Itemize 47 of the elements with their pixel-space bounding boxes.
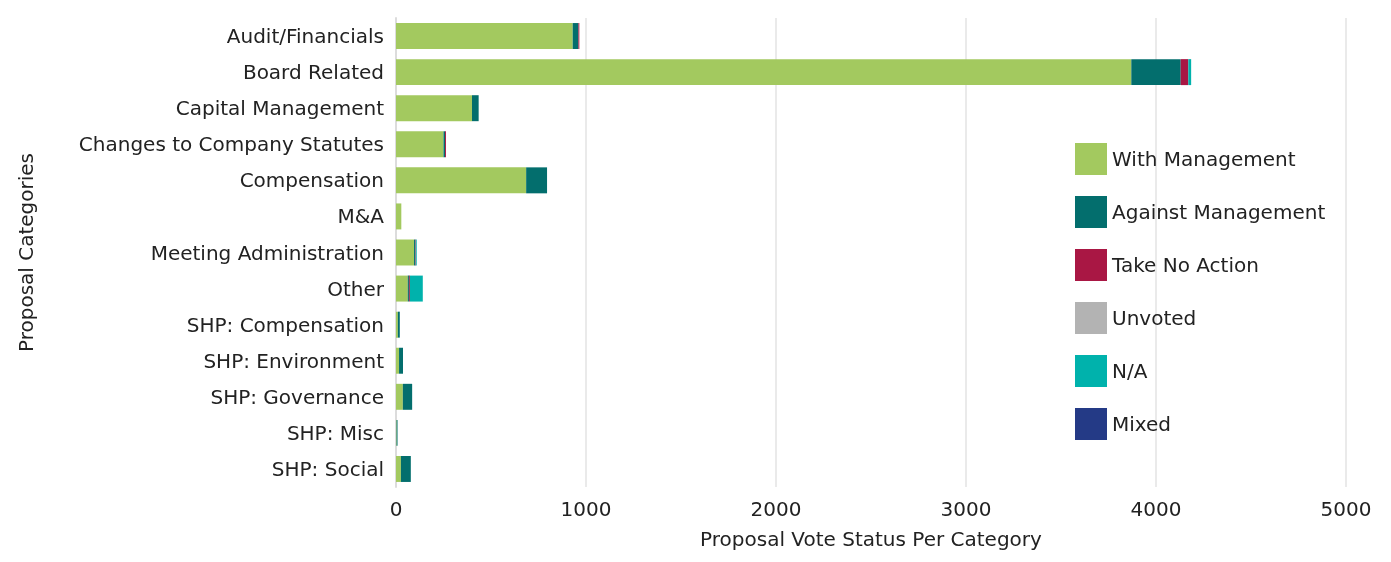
legend-label: Mixed bbox=[1112, 412, 1172, 436]
bar bbox=[399, 347, 404, 374]
bar bbox=[472, 95, 479, 122]
bar bbox=[396, 455, 401, 482]
y-tick-label: Audit/Financials bbox=[226, 24, 384, 49]
y-tick-label: SHP: Environment bbox=[203, 348, 385, 373]
bar bbox=[1188, 59, 1192, 86]
y-tick-label: SHP: Compensation bbox=[186, 312, 384, 337]
bar bbox=[396, 131, 444, 158]
bar bbox=[396, 383, 403, 410]
y-tick-label: M&A bbox=[337, 204, 385, 229]
bar bbox=[400, 455, 411, 482]
bar bbox=[396, 203, 402, 230]
bar bbox=[526, 167, 548, 194]
y-tick-label: Meeting Administration bbox=[150, 240, 384, 265]
y-axis-title: Proposal Categories bbox=[14, 152, 38, 353]
x-tick-label: 1000 bbox=[560, 497, 612, 521]
y-tick-label: Compensation bbox=[239, 168, 384, 193]
bar bbox=[1180, 59, 1189, 86]
legend-label: N/A bbox=[1112, 359, 1148, 383]
bar bbox=[396, 167, 527, 194]
x-tick-label: 3000 bbox=[940, 497, 992, 521]
bar bbox=[396, 59, 1132, 86]
x-tick-label: 0 bbox=[389, 497, 403, 521]
y-tick-label: Capital Management bbox=[175, 96, 385, 121]
legend-label: Unvoted bbox=[1112, 306, 1197, 330]
legend-label: With Management bbox=[1112, 147, 1296, 171]
bar bbox=[396, 239, 415, 266]
x-tick-label: 5000 bbox=[1320, 497, 1372, 521]
y-tick-label: SHP: Misc bbox=[286, 420, 384, 445]
bar bbox=[402, 383, 413, 410]
bar bbox=[1131, 59, 1181, 86]
y-tick-label: Other bbox=[327, 276, 385, 301]
bar bbox=[396, 95, 472, 122]
y-tick-label: Changes to Company Statutes bbox=[78, 132, 384, 157]
x-tick-label: 2000 bbox=[750, 497, 802, 521]
bar bbox=[396, 275, 408, 302]
legend-label: Take No Action bbox=[1111, 253, 1259, 277]
x-axis-title: Proposal Vote Status Per Category bbox=[700, 527, 1043, 551]
bar bbox=[409, 275, 423, 302]
bar bbox=[396, 23, 573, 50]
y-tick-label: SHP: Social bbox=[271, 456, 384, 481]
y-tick-label: SHP: Governance bbox=[210, 384, 384, 409]
legend-label: Against Management bbox=[1112, 200, 1326, 224]
y-tick-label: Board Related bbox=[242, 60, 384, 85]
x-tick-label: 4000 bbox=[1130, 497, 1182, 521]
bar bbox=[396, 347, 400, 374]
